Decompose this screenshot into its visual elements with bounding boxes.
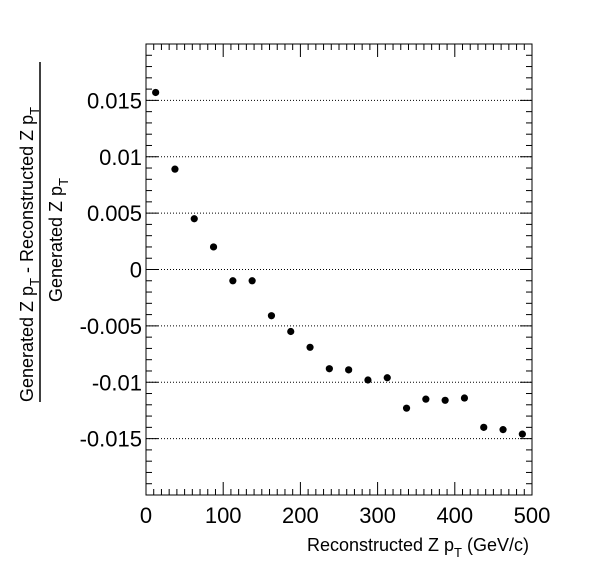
x-tick-labels: 0 100 200 300 400 500 bbox=[140, 503, 550, 528]
data-point bbox=[325, 365, 333, 373]
y-tick-label: 0.005 bbox=[87, 201, 142, 226]
data-point bbox=[306, 343, 314, 351]
x-tick-label: 100 bbox=[205, 503, 242, 528]
x-tick-label: 400 bbox=[436, 503, 473, 528]
y-tick-label: -0.015 bbox=[80, 427, 142, 452]
data-point bbox=[402, 404, 411, 412]
data-point bbox=[480, 423, 488, 431]
y-tick-labels: -0.015 -0.01 -0.005 0 0.005 0.01 0.015 bbox=[80, 88, 142, 451]
data-point bbox=[441, 396, 449, 404]
x-tick-label: 500 bbox=[514, 503, 551, 528]
data-point bbox=[364, 376, 372, 384]
data-point bbox=[383, 374, 391, 382]
y-tick-label: -0.01 bbox=[92, 370, 142, 395]
data-point bbox=[248, 277, 256, 285]
data-point bbox=[209, 243, 218, 251]
data-point bbox=[460, 394, 469, 402]
data-point bbox=[499, 426, 507, 434]
y-axis-title-denominator: Generated Z pT bbox=[46, 178, 71, 302]
x-tick-label: 300 bbox=[359, 503, 396, 528]
plot-frame bbox=[145, 43, 533, 496]
data-point bbox=[229, 277, 237, 285]
y-tick-label: 0.015 bbox=[87, 88, 142, 113]
x-axis-title: Reconstructed Z pT (GeV/c) bbox=[307, 535, 529, 560]
y-axis-title-numerator: Generated Z pT - Reconstructed Z pT bbox=[17, 107, 42, 402]
data-point bbox=[152, 88, 160, 97]
data-point bbox=[345, 366, 353, 374]
y-tick-label: 0 bbox=[130, 258, 142, 283]
data-point bbox=[287, 327, 295, 336]
x-tick-label: 200 bbox=[282, 503, 319, 528]
data-point bbox=[267, 312, 276, 320]
data-point bbox=[190, 215, 198, 223]
x-tick-label: 0 bbox=[140, 503, 152, 528]
y-tick-label: 0.01 bbox=[99, 145, 142, 170]
data-points bbox=[152, 88, 526, 438]
axis-ticks bbox=[145, 43, 533, 496]
grid-lines bbox=[146, 99, 532, 440]
data-point bbox=[171, 165, 179, 173]
data-point bbox=[518, 430, 526, 438]
y-tick-label: -0.005 bbox=[80, 314, 142, 339]
data-point bbox=[422, 395, 430, 403]
